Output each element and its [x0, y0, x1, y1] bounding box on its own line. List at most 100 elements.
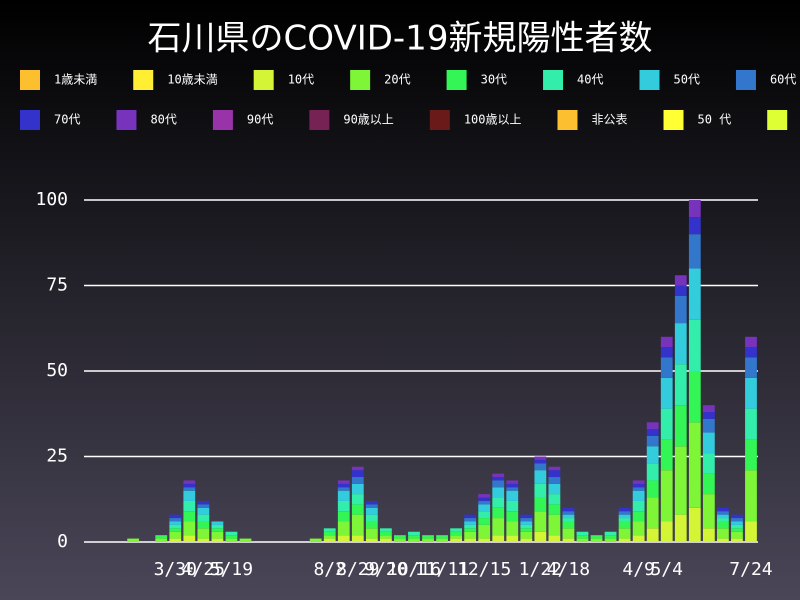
bar-segment — [183, 490, 196, 501]
legend-item: 40代 — [543, 70, 604, 90]
bar-segment — [731, 538, 743, 542]
legend-item: 1歳未満 — [20, 70, 97, 90]
bar-segment — [379, 531, 392, 536]
bar-segment — [492, 535, 505, 542]
bar-segment — [337, 490, 350, 501]
legend-item: 40 代 — [767, 110, 788, 130]
legend-item: 70代 — [20, 110, 80, 130]
bar-segment — [632, 480, 645, 484]
bar-segment — [492, 477, 505, 481]
chart-title: 石川県のCOVID-19新規陽性者数 — [148, 19, 653, 59]
bar-segment — [492, 518, 505, 536]
bar-segment — [688, 200, 701, 218]
bar-segment — [225, 531, 238, 536]
legend-swatch — [350, 70, 371, 90]
bar-segment — [618, 507, 631, 512]
bar-segment — [422, 535, 434, 539]
bar-segment — [646, 429, 659, 436]
legend-label: 30代 — [481, 73, 507, 87]
bar-segment — [534, 456, 547, 460]
bar-segment — [731, 528, 743, 532]
bar-segment — [731, 514, 743, 519]
bar-segment — [745, 357, 757, 378]
bar-segment — [688, 319, 701, 371]
bar-segment — [646, 463, 659, 481]
legend-item: 20代 — [350, 70, 411, 90]
bar-segment — [183, 480, 196, 484]
legend-label: 非公表 — [592, 113, 628, 127]
bar-segment — [646, 446, 659, 464]
bar-segment — [464, 518, 477, 522]
legend-label: 1歳未満 — [54, 73, 97, 87]
legend-swatch — [20, 70, 40, 90]
legend-swatch — [212, 110, 233, 130]
bar-segment — [464, 524, 477, 529]
bar-segment — [506, 487, 519, 491]
x-tick-label: 11/11 — [415, 559, 469, 580]
bar-segment — [323, 531, 336, 536]
bar-segment — [702, 473, 715, 495]
bar-segment — [716, 521, 729, 529]
legend-label: 10代 — [288, 73, 314, 87]
bar-segment — [506, 480, 519, 484]
bar-segment — [618, 528, 631, 539]
bar-segment — [688, 507, 701, 542]
bar-segment — [745, 408, 757, 440]
bar-segment — [688, 234, 701, 269]
legend-label: 100歳以上 — [464, 113, 522, 127]
bar-segment — [674, 275, 687, 286]
legend-label: 40代 — [577, 73, 603, 87]
bar-segment — [197, 500, 210, 505]
x-tick-label: 4/25 — [182, 559, 225, 580]
bar-segment — [323, 528, 336, 532]
bar-segment — [492, 487, 505, 498]
bar-segment — [365, 521, 378, 529]
bar-segment — [716, 511, 729, 515]
legend-swatch — [253, 70, 274, 90]
x-tick-label: 5/4 — [650, 559, 683, 580]
bar-segment — [660, 439, 673, 471]
bar-segment — [337, 511, 350, 522]
bar-segment — [478, 500, 491, 505]
bar-segment — [674, 405, 687, 447]
bar-segment — [450, 531, 463, 536]
bar-segment — [745, 439, 757, 471]
bar-segment — [702, 453, 715, 474]
bar-segment — [731, 518, 743, 522]
bar-segment — [197, 507, 210, 515]
y-tick-label: 50 — [46, 360, 68, 381]
bar-segment — [478, 497, 491, 501]
bar-segment — [604, 531, 617, 536]
bar-segment — [674, 323, 687, 365]
bar-segment — [309, 538, 322, 542]
bar-segment — [548, 494, 561, 505]
bar-segment — [365, 514, 378, 522]
bar-segment — [660, 408, 673, 440]
x-tick-label: 7/24 — [729, 559, 772, 580]
bar-segment — [618, 518, 631, 522]
legend-item: 非公表 — [557, 110, 628, 130]
bar-segment — [731, 531, 743, 539]
bar-segment — [394, 535, 406, 539]
bar-segment — [337, 521, 350, 536]
legend-swatch — [309, 110, 330, 130]
bar-segment — [731, 521, 743, 525]
x-tick-label: 1/22 — [519, 559, 562, 580]
legend-swatch — [663, 110, 684, 130]
bar-segment — [702, 412, 715, 419]
bar-segment — [632, 535, 645, 542]
bar-segment — [548, 483, 561, 495]
bar-segment — [379, 538, 392, 542]
legend: 1歳未満 10歳未満 10代 20代 30代 40代 50代 60代 70代 80代 90代 90歳以… — [20, 70, 796, 130]
bar-segment — [169, 524, 182, 529]
bar-segment — [534, 470, 547, 484]
bar-segment — [492, 497, 505, 508]
bar-segment — [323, 538, 336, 542]
legend-swatch — [543, 70, 564, 90]
bar-segment — [239, 538, 252, 542]
bar-segment — [632, 500, 645, 512]
bar-segment — [674, 446, 687, 515]
legend-label: 90代 — [247, 113, 273, 127]
bar-segment — [534, 511, 547, 532]
